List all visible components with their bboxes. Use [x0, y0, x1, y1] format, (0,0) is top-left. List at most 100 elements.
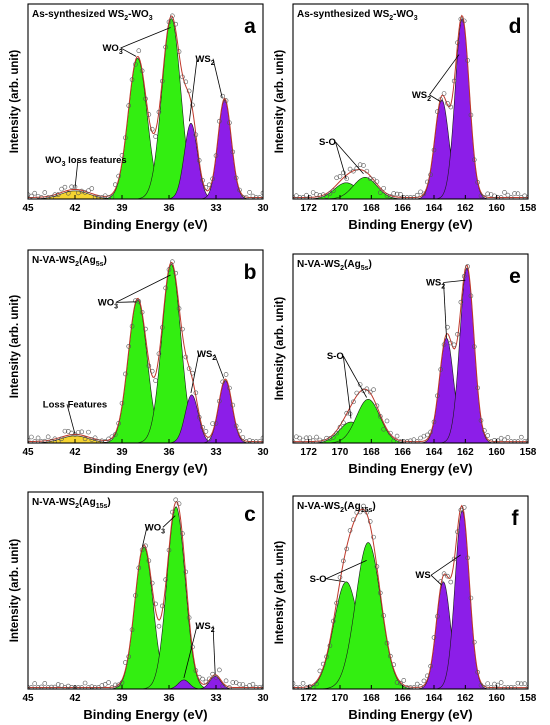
- data-point: [133, 62, 138, 67]
- data-point: [213, 153, 219, 158]
- panel-title-c: N-VA-WS2(Ag15s): [32, 497, 111, 510]
- data-point: [28, 685, 31, 689]
- data-point: [488, 685, 494, 689]
- data-point: [455, 40, 460, 45]
- peak-a-4: [28, 99, 263, 199]
- data-point: [223, 98, 229, 103]
- data-point: [176, 49, 182, 54]
- annotation-arrow: [430, 554, 461, 576]
- x-tick-label: 170: [332, 447, 349, 458]
- data-point: [247, 190, 252, 195]
- data-point: [86, 685, 91, 689]
- peak-a-1: [28, 57, 263, 199]
- data-point: [109, 434, 115, 440]
- data-point: [79, 685, 85, 689]
- panel-letter-f: f: [512, 507, 520, 530]
- data-point: [414, 439, 420, 443]
- data-point: [196, 414, 202, 420]
- data-point: [451, 556, 457, 562]
- data-point: [126, 344, 132, 349]
- data-point: [29, 685, 34, 689]
- data-point: [468, 112, 474, 118]
- annotation-arrow: [325, 559, 367, 580]
- data-point: [478, 682, 484, 688]
- data-point: [293, 681, 296, 686]
- x-tick-label: 160: [488, 447, 505, 458]
- data-point: [384, 418, 390, 424]
- data-point: [515, 191, 521, 197]
- data-point: [119, 680, 125, 685]
- data-point: [371, 534, 376, 540]
- annotation-e-1: WS2: [426, 278, 445, 291]
- data-point: [159, 603, 165, 609]
- data-point: [451, 342, 457, 348]
- data-point: [320, 439, 326, 443]
- x-axis-label: Binding Energy (eV): [83, 217, 207, 232]
- annotation-arrow: [212, 625, 216, 675]
- panel-title-e: N-VA-WS2(Ag5s): [297, 259, 372, 272]
- data-point: [196, 158, 202, 163]
- data-point: [42, 190, 48, 195]
- x-tick-label: 160: [488, 693, 505, 704]
- data-point: [260, 190, 263, 196]
- data-point: [330, 435, 336, 440]
- data-point: [411, 437, 417, 443]
- data-point: [217, 118, 222, 124]
- data-point: [227, 120, 232, 126]
- data-point: [65, 190, 71, 196]
- data-point: [522, 681, 527, 686]
- annotation-a-2: WO3 loss features: [45, 155, 127, 168]
- data-point: [505, 192, 511, 198]
- data-point: [96, 439, 101, 443]
- data-point: [210, 176, 215, 182]
- data-point: [314, 434, 319, 440]
- data-point: [32, 681, 38, 686]
- data-point: [227, 385, 232, 391]
- data-point: [257, 439, 262, 443]
- x-tick-label: 30: [257, 693, 269, 704]
- peak-a-0: [28, 190, 263, 199]
- data-point: [210, 421, 215, 426]
- plot-frame-d: [292, 3, 529, 200]
- data-point: [465, 555, 470, 561]
- data-point: [82, 680, 88, 686]
- annotation-arrow: [188, 58, 198, 122]
- data-point: [498, 680, 504, 685]
- x-tick-label: 166: [394, 447, 411, 458]
- data-point: [404, 439, 410, 443]
- data-point: [525, 195, 528, 199]
- data-point: [374, 179, 380, 184]
- annotation-e-0: S-O: [327, 351, 344, 362]
- data-point: [502, 685, 507, 689]
- annotation-arrow: [115, 301, 137, 303]
- x-tick-label: 45: [22, 203, 34, 214]
- data-point: [320, 661, 326, 667]
- data-point: [445, 100, 450, 106]
- data-point: [203, 679, 209, 685]
- data-point: [126, 103, 132, 108]
- data-point: [424, 432, 430, 438]
- y-axis-label: Intensity (arb. unit): [274, 297, 286, 401]
- annotation-f-0: S-O: [310, 574, 327, 585]
- data-point: [126, 654, 132, 659]
- data-point: [344, 410, 350, 416]
- data-point: [441, 342, 447, 347]
- data-point: [123, 371, 128, 377]
- data-point: [408, 195, 413, 199]
- x-axis-label: Binding Energy (eV): [83, 461, 207, 476]
- data-point: [330, 188, 336, 194]
- data-point: [485, 191, 491, 197]
- data-point: [29, 434, 34, 440]
- data-point: [297, 685, 303, 689]
- data-point: [59, 436, 64, 442]
- data-point: [361, 163, 366, 168]
- data-point: [32, 439, 38, 443]
- data-point: [156, 109, 162, 115]
- data-point: [136, 299, 142, 304]
- data-point: [310, 685, 316, 689]
- data-point: [213, 675, 219, 680]
- data-point: [96, 685, 101, 689]
- data-point: [518, 434, 524, 440]
- data-point: [508, 195, 514, 199]
- annotation-arrow: [443, 282, 447, 339]
